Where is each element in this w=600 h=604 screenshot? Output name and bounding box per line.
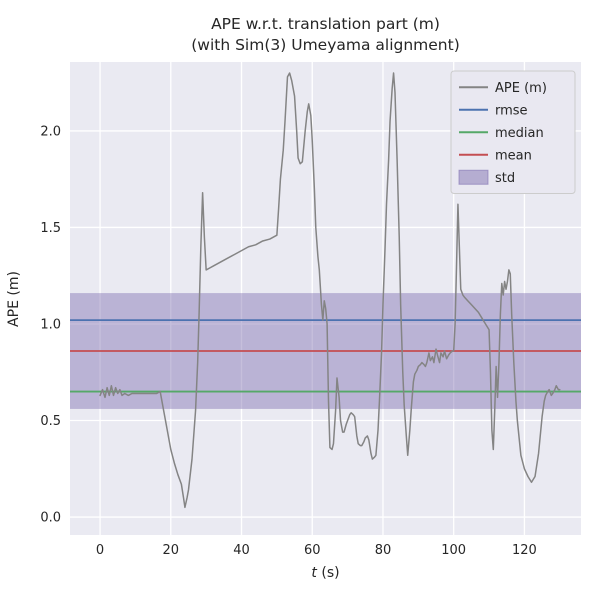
x-tick-label: 80	[375, 543, 392, 558]
series-group	[70, 72, 581, 509]
x-tick-label: 100	[441, 543, 466, 558]
ape-line	[99, 72, 561, 509]
x-axis-label-var: t	[311, 565, 317, 581]
legend-label: rmse	[495, 103, 528, 118]
y-tick-label: 2.0	[40, 124, 61, 139]
x-axis-label: t (s)	[70, 565, 581, 581]
legend: APE (m) rmse median mean std	[450, 70, 576, 194]
x-tick-label: 60	[304, 543, 321, 558]
x-tick-label: 120	[512, 543, 537, 558]
legend-box	[450, 70, 576, 194]
chart-title-line2: (with Sim(3) Umeyama alignment)	[191, 36, 460, 54]
legend-label: std	[495, 171, 515, 186]
chart-title-line1: APE w.r.t. translation part (m)	[211, 15, 440, 33]
legend-label: APE (m)	[495, 81, 547, 96]
x-tick-label: 20	[163, 543, 180, 558]
chart-title: APE w.r.t. translation part (m) (with Si…	[70, 14, 581, 56]
y-tick-label: 0.0	[40, 511, 61, 526]
x-tick-label: 0	[96, 543, 104, 558]
x-axis-label-unit: (s)	[316, 565, 340, 581]
y-tick-label: 1.0	[40, 317, 61, 332]
y-tick-label: 0.5	[40, 414, 61, 429]
tick-labels: 0 20 40 60 80 100 120 0.0 0.5 1.0 1.5 2.0	[40, 124, 537, 558]
x-tick-label: 40	[233, 543, 250, 558]
y-axis-label: APE (m)	[6, 271, 22, 327]
legend-label: mean	[495, 148, 532, 163]
legend-swatch-std	[458, 169, 489, 185]
y-tick-label: 1.5	[40, 221, 61, 236]
legend-label: median	[495, 126, 544, 141]
